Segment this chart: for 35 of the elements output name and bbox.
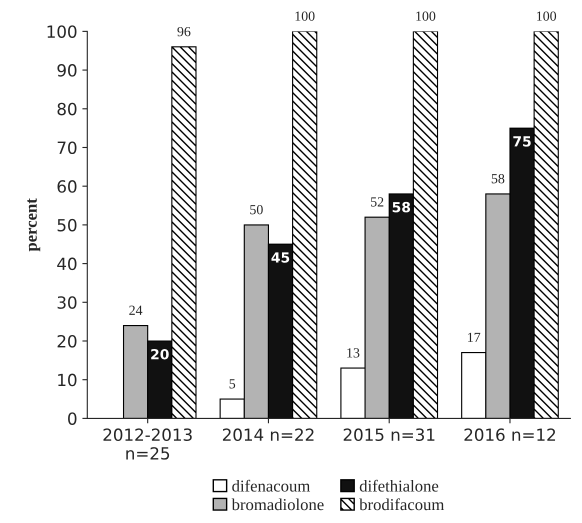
data-label: 50 (250, 204, 263, 214)
x-tick-label: 2015 n=31 (344, 428, 434, 442)
y-tick-label: 100 (48, 25, 76, 38)
data-label: 100 (295, 11, 315, 21)
data-label: 100 (416, 11, 436, 21)
legend-label: bromadiolone (232, 498, 324, 510)
y-axis-title: percent (27, 198, 40, 252)
x-tick-label: 2012-2013 n=25 (103, 428, 192, 460)
y-tick-label: 40 (57, 258, 76, 270)
data-label: 17 (468, 332, 480, 342)
y-tick-label: 90 (57, 64, 76, 77)
data-label: 52 (371, 197, 384, 207)
legend-label: brodifacoum (359, 498, 444, 510)
data-label: 5 (230, 379, 236, 388)
data-label: 100 (537, 11, 556, 21)
y-tick-label: 60 (58, 180, 76, 193)
y-tick-label: 30 (58, 296, 76, 309)
y-tick-label: 0 (68, 412, 76, 425)
y-tick-label: 50 (58, 218, 76, 232)
legend-label: difethialone (360, 480, 438, 492)
legend-label: difenacoum (232, 480, 310, 492)
data-label: 45 (271, 252, 290, 263)
data-label: 75 (513, 136, 531, 147)
data-label: 58 (392, 202, 410, 212)
data-label: 13 (347, 348, 360, 358)
y-tick-label: 10 (58, 374, 76, 386)
y-tick-label: 20 (58, 334, 76, 348)
y-tick-label: 70 (58, 141, 76, 154)
x-tick-label: 2016 n=12 (464, 428, 556, 442)
y-tick-label: 80 (58, 102, 76, 116)
data-label: 20 (151, 348, 169, 360)
data-label: 24 (129, 306, 142, 315)
data-label: 58 (492, 174, 504, 184)
x-tick-label: 2014 n=22 (222, 428, 314, 442)
data-label: 96 (177, 26, 190, 36)
